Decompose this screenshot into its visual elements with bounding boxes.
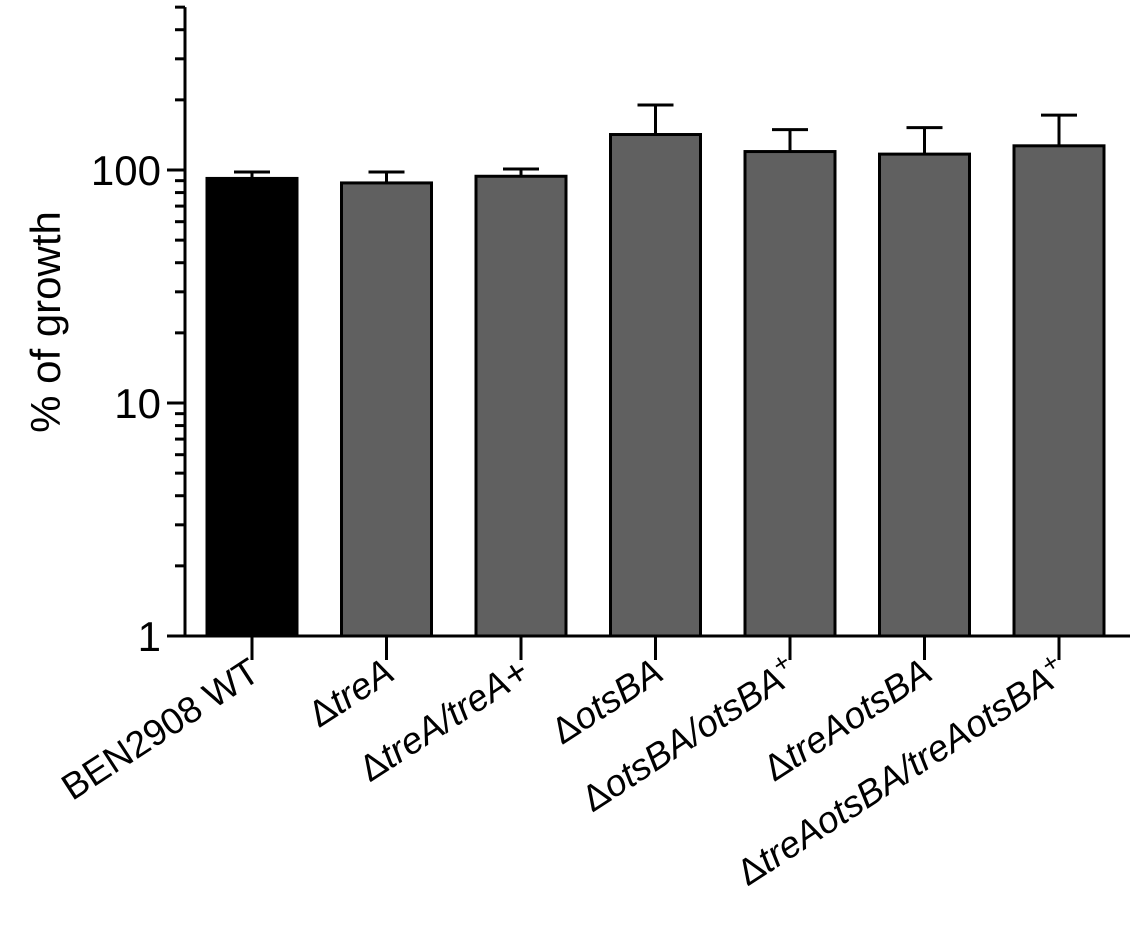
bar	[340, 181, 433, 638]
y-tick-label: 10	[114, 380, 161, 427]
y-axis: 1 10 100	[91, 5, 187, 660]
y-tick-label: 1	[138, 613, 161, 660]
x-tick-label: BEN2908 WT	[54, 650, 266, 808]
y-axis-label: % of growth	[22, 211, 69, 433]
bar	[878, 152, 971, 638]
bar	[205, 176, 299, 638]
bar	[743, 150, 837, 638]
bar	[474, 174, 568, 638]
x-tick-label: ΔotsBA/otsBA+	[572, 646, 805, 819]
x-tick-label: ΔtreA	[301, 650, 401, 735]
bars	[205, 133, 1106, 638]
error-bars	[234, 103, 1077, 183]
bar	[1012, 144, 1106, 638]
x-axis	[183, 634, 1130, 660]
bar	[609, 133, 702, 638]
y-tick-label: 100	[91, 147, 161, 194]
